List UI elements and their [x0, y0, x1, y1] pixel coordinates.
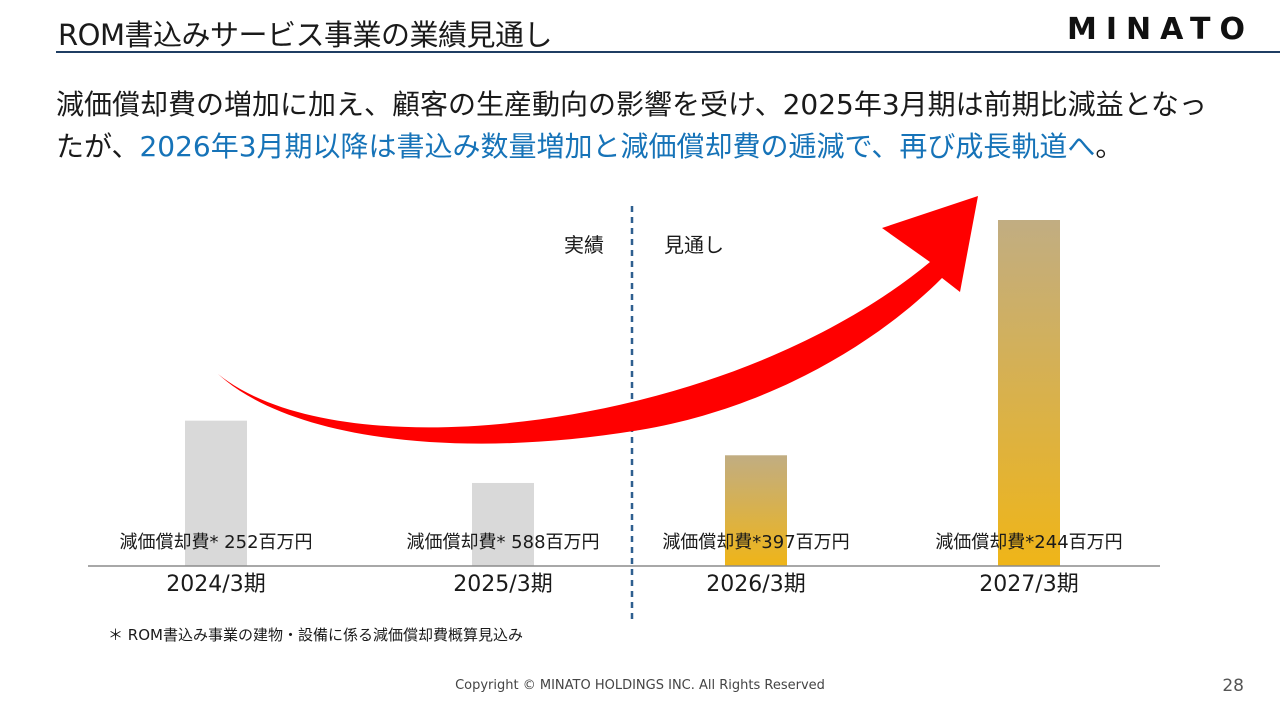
bar-1 — [185, 420, 247, 566]
category-label-2: 2025/3期 — [453, 572, 552, 597]
bar-4 — [998, 220, 1060, 566]
category-label-1: 2024/3期 — [166, 572, 265, 597]
bar-3 — [725, 455, 787, 566]
depreciation-labels: 減価償却費* 252百万円 減価償却費* 588百万円 減価償却費*397百万円 減価… — [119, 532, 1122, 553]
slide-title: ROM書込みサービス事業の業績見通し — [58, 18, 553, 52]
category-label-4: 2027/3期 — [979, 572, 1078, 597]
headline-plain: 減価償却費の増加に加え、顧客の生産動向の影響を受け、2025年3月期は前期比減益… — [56, 88, 1207, 163]
page-number: 28 — [1222, 676, 1244, 696]
headline-highlight: 2026年3月期以降は書込み数量増加と減価償却費の逓減で、再び成長軌道へ — [139, 130, 1096, 163]
headline: 減価償却費の増加に加え、顧客の生産動向の影響を受け、2025年3月期は前期比減益… — [56, 84, 1226, 168]
depreciation-label-2: 減価償却費* 588百万円 — [406, 532, 599, 553]
category-label-3: 2026/3期 — [706, 572, 805, 597]
growth-trend-arrow — [218, 196, 978, 444]
category-labels: 2024/3期 2025/3期 2026/3期 2027/3期 — [166, 572, 1078, 597]
depreciation-label-1: 減価償却費* 252百万円 — [119, 532, 312, 553]
footnote: ＊ ROM書込み事業の建物・設備に係る減価償却費概算見込み — [108, 626, 523, 644]
bars-group — [185, 220, 1060, 566]
headline-end: 。 — [1095, 130, 1124, 163]
depreciation-label-4: 減価償却費*244百万円 — [935, 532, 1122, 553]
title-rule — [56, 51, 1280, 53]
brand-logo: MINATO — [1067, 12, 1254, 47]
forecast-period-label: 見通し — [664, 233, 724, 257]
copyright: Copyright © MINATO HOLDINGS INC. All Rig… — [455, 678, 825, 693]
bar-2 — [472, 482, 534, 566]
actual-period-label: 実績 — [564, 233, 604, 257]
depreciation-label-3: 減価償却費*397百万円 — [662, 532, 849, 553]
